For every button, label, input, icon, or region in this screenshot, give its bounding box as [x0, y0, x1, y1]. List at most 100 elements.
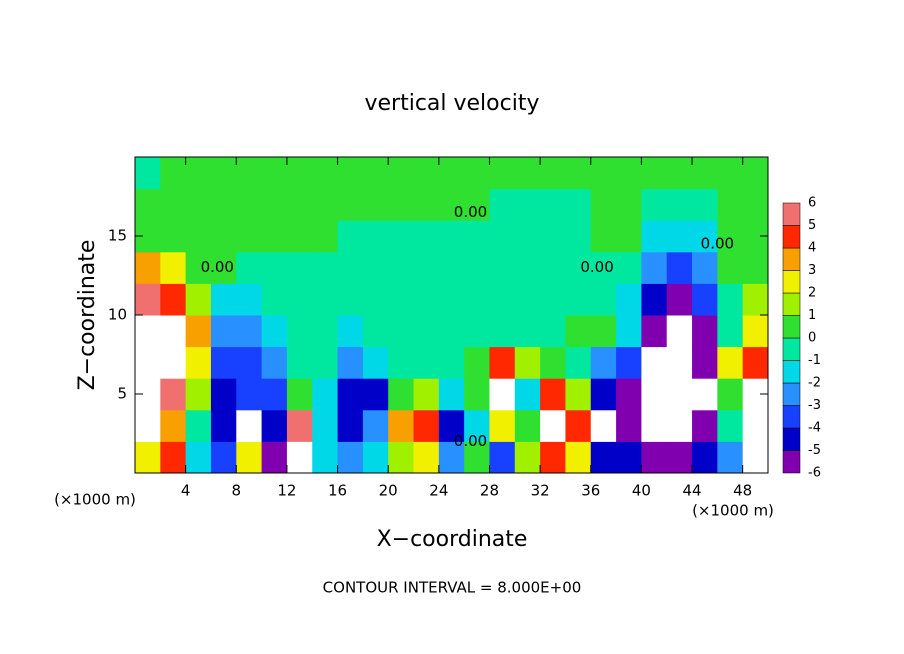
- cell: [135, 283, 161, 316]
- cell: [438, 157, 465, 190]
- cell: [717, 409, 744, 442]
- y-axis-label: Z−coordinate: [75, 240, 100, 391]
- cell: [236, 346, 263, 379]
- cell: [742, 315, 769, 348]
- cell: [362, 220, 389, 253]
- cell: [692, 220, 718, 253]
- cell: [717, 157, 744, 190]
- cell: [286, 378, 313, 411]
- cell: [489, 378, 516, 411]
- cell: [388, 188, 415, 221]
- cell: [641, 220, 668, 253]
- cell: [565, 188, 592, 221]
- cell: [616, 188, 642, 221]
- cell: [337, 251, 364, 284]
- x-tick-label: 12: [277, 482, 296, 500]
- cell: [185, 378, 212, 411]
- x-unit-label: (×1000 m): [692, 502, 774, 520]
- cell: [616, 378, 642, 411]
- footnote: CONTOUR INTERVAL = 8.000E+00: [323, 579, 582, 597]
- contour-label: 0.00: [454, 432, 487, 450]
- cell: [312, 283, 339, 316]
- cell: [514, 315, 541, 348]
- cell: [388, 157, 415, 190]
- cell: [616, 157, 642, 190]
- cell: [160, 346, 187, 379]
- cell: [210, 441, 237, 474]
- cell: [413, 220, 440, 253]
- colorbar-label: 1: [808, 308, 816, 323]
- colorbar-label: 4: [808, 241, 816, 256]
- cell: [438, 315, 465, 348]
- cell: [337, 346, 364, 379]
- cell: [641, 315, 668, 348]
- cell: [590, 441, 617, 474]
- cell: [616, 283, 642, 316]
- cell: [135, 157, 161, 190]
- cell: [236, 378, 263, 411]
- cell: [337, 157, 364, 190]
- y-tick-label: 10: [108, 306, 127, 324]
- cell: [692, 251, 718, 284]
- cell: [641, 283, 668, 316]
- cell: [590, 378, 617, 411]
- cell: [565, 220, 592, 253]
- cell: [464, 441, 490, 474]
- cell: [236, 251, 263, 284]
- cell: [565, 157, 592, 190]
- cell: [210, 409, 237, 442]
- cell: [413, 251, 440, 284]
- cell: [236, 315, 263, 348]
- cell: [514, 188, 541, 221]
- x-axis-label: X−coordinate: [377, 527, 528, 552]
- cell: [135, 251, 161, 284]
- cell: [236, 409, 263, 442]
- cell: [286, 220, 313, 253]
- cell: [438, 220, 465, 253]
- cell: [742, 283, 769, 316]
- cell: [742, 251, 769, 284]
- cell: [641, 378, 668, 411]
- colorbar-swatch: [782, 315, 801, 339]
- cell: [261, 251, 288, 284]
- cell: [666, 441, 693, 474]
- cell: [160, 220, 187, 253]
- cell: [286, 315, 313, 348]
- x-tick-label: 48: [733, 482, 752, 500]
- cell: [312, 315, 339, 348]
- cell: [286, 251, 313, 284]
- cell: [641, 188, 668, 221]
- cell: [641, 409, 668, 442]
- cell: [413, 315, 440, 348]
- cell: [641, 251, 668, 284]
- cell: [210, 315, 237, 348]
- cell: [362, 409, 389, 442]
- cell: [514, 251, 541, 284]
- cell: [160, 378, 187, 411]
- cell: [135, 441, 161, 474]
- cell: [312, 157, 339, 190]
- cell: [565, 283, 592, 316]
- cell: [160, 441, 187, 474]
- cell: [185, 315, 212, 348]
- cell: [438, 346, 465, 379]
- cell: [185, 409, 212, 442]
- cell: [666, 378, 693, 411]
- cell: [616, 315, 642, 348]
- cell: [160, 315, 187, 348]
- cell: [692, 188, 718, 221]
- x-tick-label: 20: [379, 482, 398, 500]
- cell: [438, 409, 465, 442]
- cell: [413, 409, 440, 442]
- cell: [210, 188, 237, 221]
- cell: [438, 251, 465, 284]
- cell: [337, 441, 364, 474]
- cell: [717, 441, 744, 474]
- cell: [362, 441, 389, 474]
- cell: [388, 346, 415, 379]
- cell: [388, 251, 415, 284]
- cell: [540, 251, 566, 284]
- y-tick-label: 15: [108, 227, 127, 245]
- cell: [666, 157, 693, 190]
- cell: [135, 409, 161, 442]
